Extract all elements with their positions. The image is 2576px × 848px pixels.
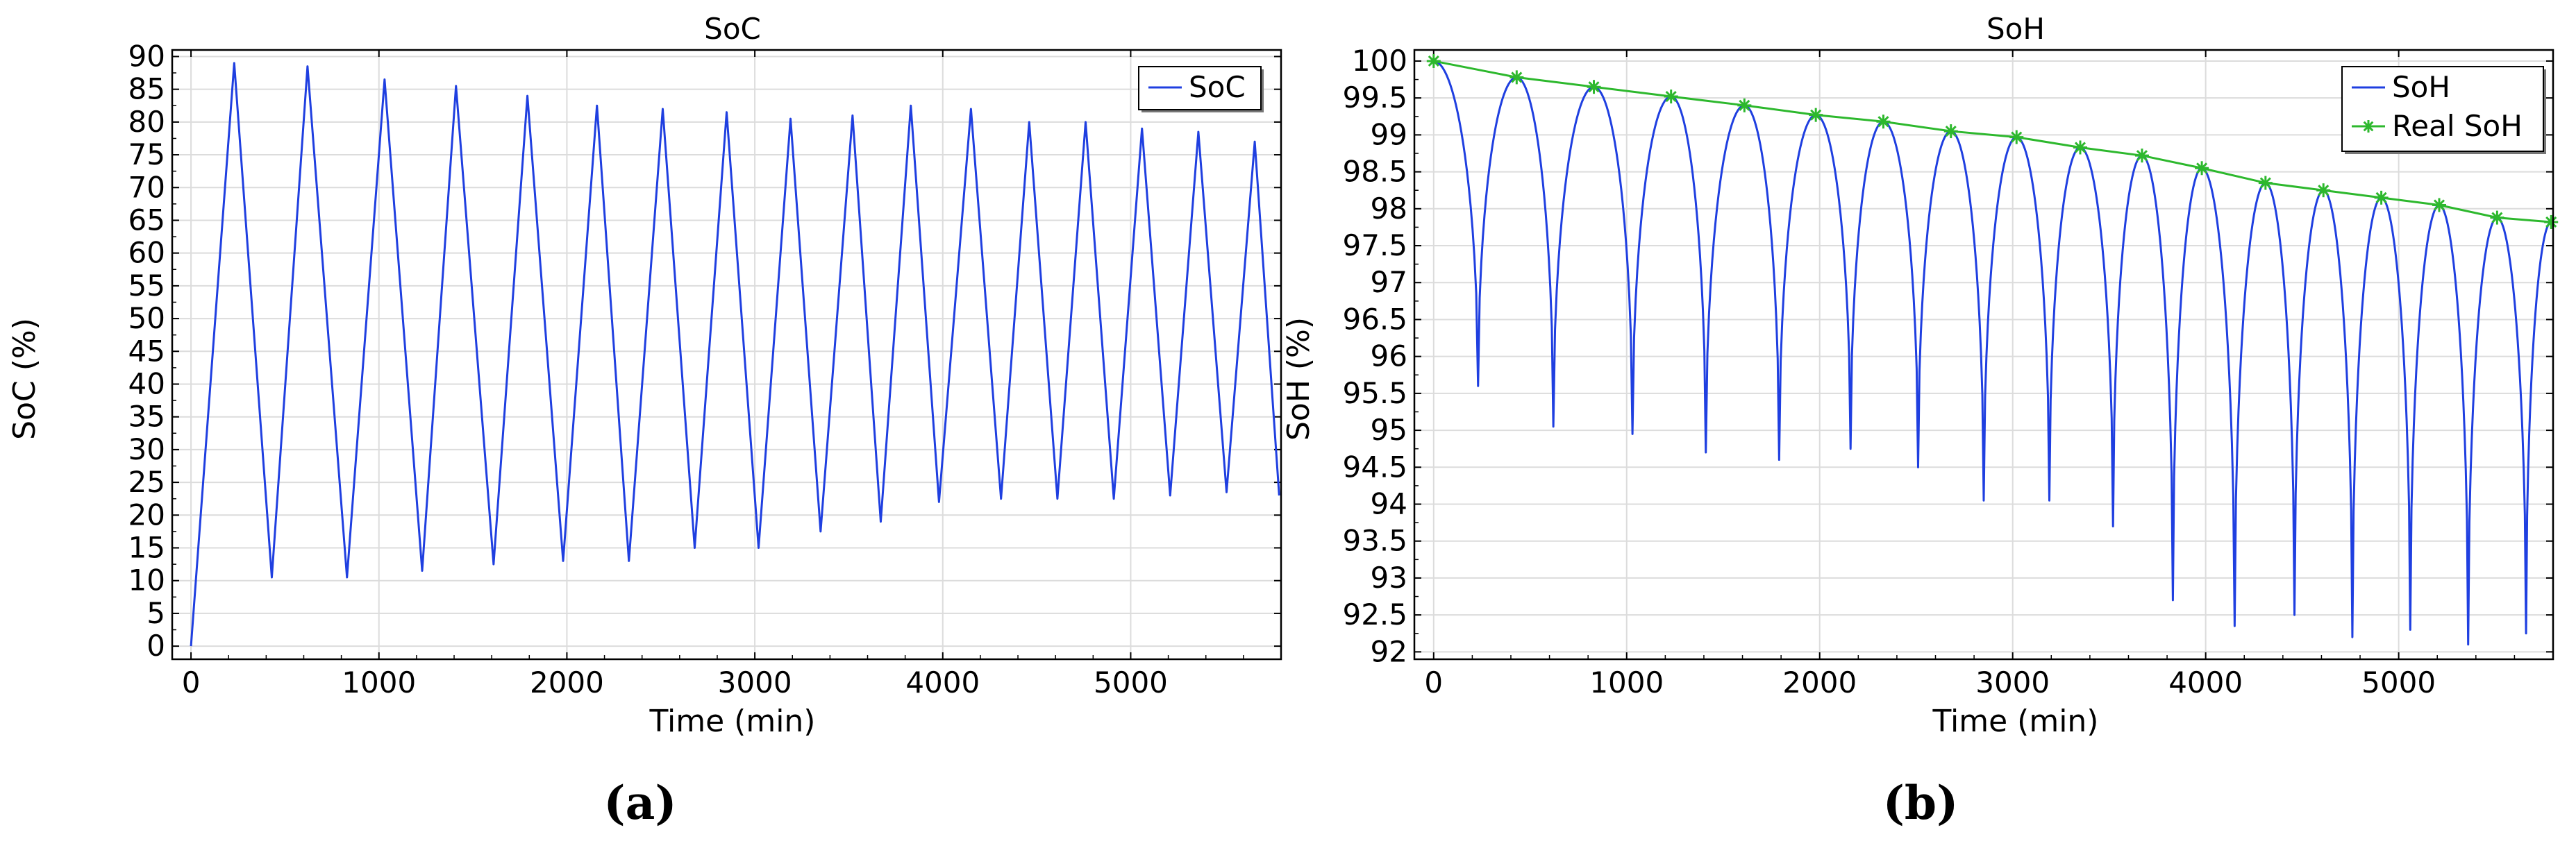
soh-chart: 9292.59393.59494.59595.59696.59797.59898… (1281, 12, 2559, 830)
real-soh-marker (1943, 124, 1958, 139)
real-soh-marker (2544, 214, 2559, 229)
real-soh-marker (2134, 149, 2149, 163)
soh-x-tick-label: 3000 (1975, 665, 2050, 699)
soh-y-tick-label: 93.5 (1342, 524, 1407, 558)
soh-y-tick-label: 100 (1352, 44, 1407, 78)
soh-x-tick-label: 5000 (2361, 665, 2436, 699)
soc-x-axis-label: Time (min) (649, 704, 816, 739)
soh-x-axis-label: Time (min) (1932, 704, 2099, 739)
soh-legend-label: SoH (2392, 70, 2450, 104)
soc-y-tick-label: 25 (128, 465, 165, 499)
soc-y-tick-label: 0 (147, 629, 165, 663)
real-soh-series-line (1433, 60, 2552, 223)
soh-y-tick-label: 97 (1371, 265, 1407, 299)
soh-y-tick-label: 98.5 (1342, 155, 1407, 189)
soc-plot-area (172, 50, 1281, 659)
soh-legend-marker (2362, 120, 2375, 133)
soc-y-tick-label: 90 (128, 39, 165, 73)
soh-y-tick-label: 96.5 (1342, 302, 1407, 336)
soc-y-tick-label: 10 (128, 563, 165, 597)
soh-x-tick-label: 0 (1424, 665, 1443, 699)
soc-x-tick-label: 5000 (1094, 665, 1168, 699)
real-soh-marker (1509, 70, 1524, 85)
real-soh-marker (2490, 210, 2504, 225)
soc-y-tick-label: 40 (128, 366, 165, 400)
soh-y-tick-label: 94 (1371, 487, 1407, 521)
soc-series-line (190, 62, 1280, 647)
soc-y-tick-label: 30 (128, 432, 165, 466)
real-soh-marker (1737, 98, 1752, 112)
real-soh-marker (2316, 183, 2331, 198)
soc-x-tick-label: 0 (182, 665, 201, 699)
soh-y-tick-label: 92.5 (1342, 597, 1407, 631)
soc-y-tick-label: 70 (128, 170, 165, 204)
real-soh-marker (2009, 130, 2024, 144)
soh-x-tick-label: 1000 (1589, 665, 1664, 699)
soh-x-tick-label: 2000 (1782, 665, 1857, 699)
soh-series-line (1433, 60, 2552, 646)
soh-plot-layer: 9292.59393.59494.59595.59696.59797.59898… (1342, 44, 2559, 699)
soh-x-tick-label: 4000 (2168, 665, 2243, 699)
panel-label-a: (a) (603, 776, 676, 830)
soc-x-tick-label: 3000 (718, 665, 792, 699)
soc-x-tick-label: 1000 (342, 665, 416, 699)
soc-y-tick-label: 20 (128, 498, 165, 532)
soc-y-tick-label: 35 (128, 400, 165, 434)
soh-y-tick-label: 92 (1371, 634, 1407, 668)
soc-x-tick-label: 2000 (530, 665, 604, 699)
real-soh-marker (1664, 90, 1678, 104)
soc-y-tick-label: 50 (128, 301, 165, 335)
soh-y-axis-label: SoH (%) (1281, 317, 1316, 441)
soc-y-tick-label: 75 (128, 137, 165, 171)
soc-x-tick-label: 4000 (905, 665, 980, 699)
real-soh-marker (1587, 80, 1601, 94)
soh-y-tick-label: 97.5 (1342, 228, 1407, 262)
soh-y-tick-label: 96 (1371, 339, 1407, 373)
soh-plot-frame (1413, 49, 2554, 661)
soc-y-axis-label: SoC (%) (7, 318, 42, 440)
real-soh-marker (1809, 108, 1823, 122)
soc-y-tick-label: 85 (128, 72, 165, 106)
soc-y-tick-label: 15 (128, 531, 165, 565)
real-soh-marker (2073, 140, 2087, 155)
soc-y-tick-label: 60 (128, 236, 165, 270)
soc-chart-title: SoC (704, 12, 761, 46)
soc-y-tick-label: 55 (128, 269, 165, 303)
soc-plot-frame (171, 49, 1282, 661)
soh-y-tick-label: 95.5 (1342, 376, 1407, 410)
real-soh-marker (2432, 198, 2446, 212)
real-soh-marker (2195, 161, 2209, 176)
soh-y-tick-label: 99 (1371, 117, 1407, 151)
soh-chart-title: SoH (1987, 12, 2045, 46)
soh-y-tick-label: 93 (1371, 561, 1407, 595)
real-soh-marker (2258, 176, 2273, 190)
soh-legend-box (2341, 66, 2544, 152)
panel-label-b: (b) (1883, 776, 1959, 830)
soh-legend-label: Real SoH (2392, 109, 2523, 143)
soh-y-tick-label: 98 (1371, 192, 1407, 226)
soh-y-tick-label: 94.5 (1342, 450, 1407, 484)
soc-y-tick-label: 80 (128, 105, 165, 139)
soh-y-tick-label: 99.5 (1342, 80, 1407, 115)
soc-y-tick-label: 5 (147, 596, 165, 630)
soc-legend-label: SoC (1189, 70, 1246, 104)
real-soh-marker (1876, 115, 1891, 129)
real-soh-marker (1426, 53, 1441, 68)
soh-y-tick-label: 95 (1371, 413, 1407, 447)
soc-y-tick-label: 65 (128, 203, 165, 237)
soc-y-tick-label: 45 (128, 334, 165, 368)
real-soh-marker (2374, 190, 2389, 205)
